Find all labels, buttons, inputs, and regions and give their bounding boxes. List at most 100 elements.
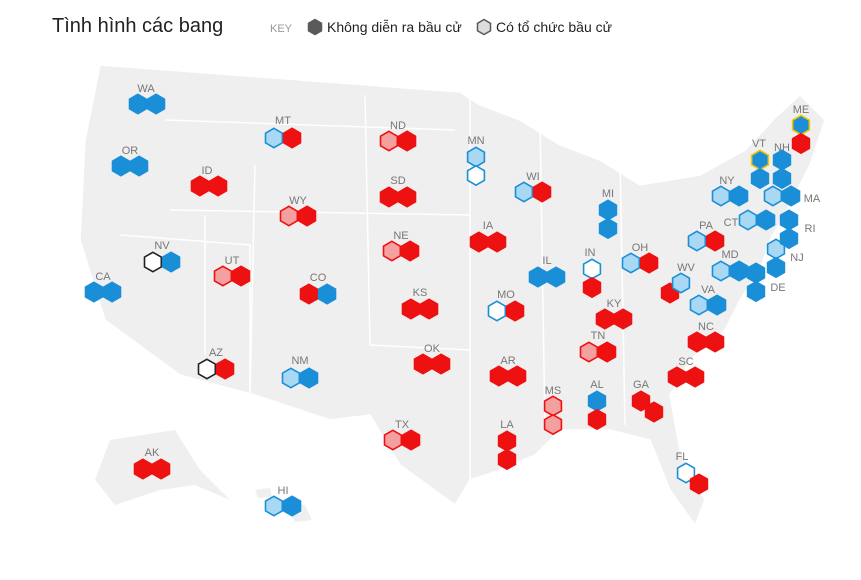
- seat-hex: [763, 185, 783, 207]
- state-label: IN: [585, 247, 596, 259]
- hawaii: [255, 488, 312, 522]
- state-label: KS: [413, 287, 428, 299]
- seat-hex: [711, 185, 731, 207]
- seat-hex: [190, 175, 210, 197]
- state-label: AZ: [209, 347, 223, 359]
- state-label: CT: [724, 217, 739, 229]
- seat-hex: [687, 331, 707, 353]
- seat-hex: [729, 185, 749, 207]
- seat-hex: [379, 186, 399, 208]
- state-label: PA: [699, 220, 714, 232]
- seat-hex: [729, 260, 749, 282]
- state-label: OR: [122, 145, 139, 157]
- seat-hex: [598, 199, 618, 221]
- seat-hex: [466, 146, 486, 168]
- seat-hex: [143, 251, 163, 273]
- state-label: AR: [500, 355, 515, 367]
- seat-hex: [151, 458, 171, 480]
- state-label: NM: [291, 355, 308, 367]
- seat-hex: [401, 429, 421, 451]
- seat-hex: [746, 280, 766, 303]
- seat-hex: [621, 252, 641, 274]
- state-label: NC: [698, 321, 714, 333]
- seat-hex: [582, 276, 602, 299]
- seat-hex: [382, 240, 402, 262]
- seat-hex: [264, 495, 284, 517]
- seat-hex: [466, 164, 486, 187]
- seat-hex: [711, 260, 731, 282]
- seat-hex: [781, 185, 801, 207]
- seat-hex: [133, 458, 153, 480]
- state-label: RI: [805, 223, 816, 235]
- state-label: WA: [137, 83, 155, 95]
- seat-hex: [597, 341, 617, 363]
- state-label: ND: [390, 120, 406, 132]
- seat-hex: [197, 358, 217, 380]
- seat-hex: [413, 353, 433, 375]
- state-label: SD: [390, 175, 405, 187]
- state-label: MT: [275, 115, 291, 127]
- seat-hex: [546, 266, 566, 288]
- seat-hex: [505, 300, 525, 322]
- seat-hex: [379, 130, 399, 152]
- seat-hex: [282, 127, 302, 149]
- state-label: MO: [497, 289, 515, 301]
- state-label: NY: [719, 175, 735, 187]
- seat-hex: [299, 283, 319, 305]
- seat-hex: [397, 186, 417, 208]
- state-label: AK: [145, 447, 160, 459]
- seat-hex: [497, 448, 517, 471]
- state-label: NH: [774, 142, 790, 154]
- seat-hex: [215, 358, 235, 380]
- state-label: NJ: [790, 252, 803, 264]
- legend-label: Không diễn ra bầu cử: [327, 19, 462, 35]
- state-label: KY: [607, 298, 622, 310]
- seat-hex: [587, 390, 607, 412]
- seat-hex: [746, 262, 766, 284]
- seat-hex: [514, 181, 534, 203]
- state-label: TX: [395, 419, 410, 431]
- state-label: IA: [483, 220, 494, 232]
- state-label: IL: [542, 255, 551, 267]
- legend-swatch: [476, 18, 492, 36]
- seat-hex: [750, 149, 770, 171]
- legend-swatch: [307, 18, 323, 36]
- state-label: CA: [95, 271, 111, 283]
- seat-hex: [667, 366, 687, 388]
- seat-hex: [231, 265, 251, 287]
- seat-hex: [469, 231, 489, 253]
- state-label: SC: [678, 356, 693, 368]
- seat-hex: [419, 298, 439, 320]
- seat-hex: [750, 167, 770, 190]
- state-label: CO: [310, 272, 327, 284]
- seat-hex: [161, 251, 181, 273]
- state-label: WV: [677, 262, 695, 274]
- seat-hex: [279, 205, 299, 227]
- seat-hex: [779, 227, 799, 250]
- legend-label: Có tổ chức bầu cử: [496, 19, 612, 35]
- seat-hex: [707, 294, 727, 316]
- seat-hex: [631, 390, 651, 412]
- seat-hex: [146, 93, 166, 115]
- seat-hex: [213, 265, 233, 287]
- seat-hex: [598, 217, 618, 240]
- seat-hex: [489, 365, 509, 387]
- state-label: TN: [591, 330, 606, 342]
- seat-hex: [613, 308, 633, 330]
- seat-hex: [791, 114, 811, 136]
- title: Tình hình các bang: [52, 15, 223, 37]
- state-label: MN: [467, 135, 484, 147]
- seat-hex: [281, 367, 301, 389]
- seat-hex: [401, 298, 421, 320]
- seat-hex: [779, 209, 799, 231]
- seat-hex: [297, 205, 317, 227]
- state-label: OH: [632, 242, 649, 254]
- seat-hex: [582, 258, 602, 280]
- seat-hex: [487, 300, 507, 322]
- seat-hex: [102, 281, 122, 303]
- seat-hex: [528, 266, 548, 288]
- seat-hex: [705, 331, 725, 353]
- seat-hex: [772, 167, 792, 190]
- seat-hex: [487, 231, 507, 253]
